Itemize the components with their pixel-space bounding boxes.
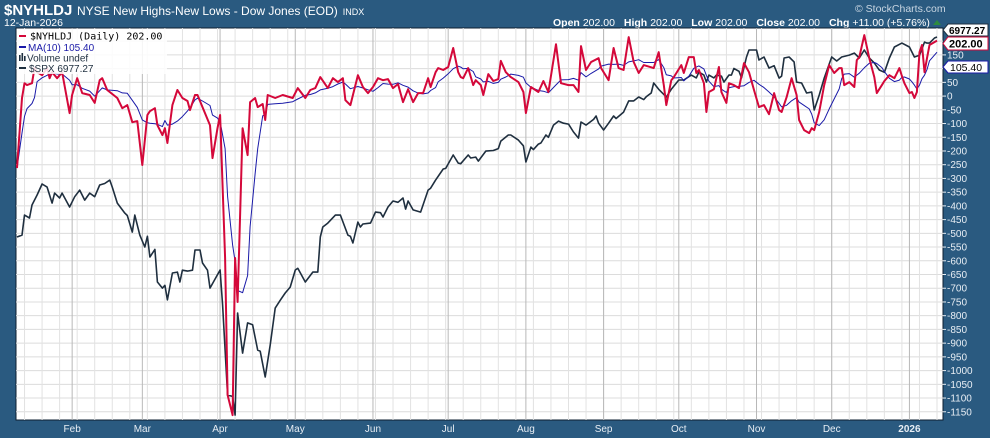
y-tick-label: -600 bbox=[947, 256, 967, 267]
y-tick-label: -1150 bbox=[947, 407, 972, 418]
close-label: Close bbox=[756, 17, 785, 29]
high-value: 202.00 bbox=[650, 17, 682, 29]
y-tick-label: -100 bbox=[947, 119, 967, 130]
x-tick-label: Oct bbox=[671, 424, 687, 435]
y-tick-label: -50 bbox=[947, 105, 962, 116]
x-tick-label: 2026 bbox=[898, 424, 921, 435]
tag-spx: 6977.27 bbox=[942, 23, 989, 37]
tag-spx-value: 6977.27 bbox=[949, 26, 986, 37]
exchange-label: INDX bbox=[343, 7, 365, 17]
x-tick-label: Sep bbox=[595, 424, 613, 435]
x-tick-label: Feb bbox=[64, 424, 82, 435]
chart-date: 12-Jan-2026 bbox=[4, 17, 63, 29]
legend-background bbox=[17, 29, 167, 74]
open-label: Open bbox=[553, 17, 580, 29]
y-tick-label: -1050 bbox=[947, 380, 973, 391]
y-axis: 150 50 0 -50 -100 -150 -200 -250 -300 -350 -400 -45… bbox=[943, 50, 973, 418]
y-tick-label: -650 bbox=[947, 270, 967, 281]
tag-main-value: 202.00 bbox=[949, 39, 983, 51]
y-tick-label: -900 bbox=[947, 339, 967, 350]
legend: $NYHLDJ (Daily) 202.00 MA(10) 105.40 Vol… bbox=[17, 29, 167, 75]
tag-ma-value: 105.40 bbox=[950, 62, 982, 74]
symbol-title: $NYHLDJ bbox=[4, 2, 72, 19]
y-tick-label: -700 bbox=[947, 284, 967, 295]
y-tick-label: -1000 bbox=[947, 366, 973, 377]
close-value: 202.00 bbox=[788, 17, 820, 29]
x-tick-label: Dec bbox=[823, 424, 841, 435]
y-tick-label: -150 bbox=[947, 133, 967, 144]
ohlc-readout: Open 202.00 High 202.00 Low 202.00 Close 202… bbox=[553, 17, 930, 29]
x-tick-label: May bbox=[286, 424, 305, 435]
high-label: High bbox=[624, 17, 647, 29]
symbol-name: NYSE New Highs-New Lows - Dow Jones (EOD… bbox=[77, 4, 338, 18]
legend-volume: Volume undef bbox=[27, 54, 88, 65]
series-line-ma10 bbox=[16, 51, 938, 294]
y-tick-label: -250 bbox=[947, 160, 967, 171]
y-tick-label: 0 bbox=[947, 92, 953, 103]
tag-ma-box bbox=[942, 60, 989, 74]
legend-main: $NYHLDJ (Daily) 202.00 bbox=[30, 32, 162, 43]
y-tick-label: 50 bbox=[947, 78, 959, 89]
y-tick-label: -350 bbox=[947, 188, 967, 199]
series-line-nyhldj bbox=[16, 34, 938, 417]
series-line-spx bbox=[16, 36, 938, 416]
x-tick-label: Aug bbox=[517, 424, 535, 435]
watermark: © StockCharts.com bbox=[855, 3, 946, 15]
y-tick-label: -450 bbox=[947, 215, 967, 226]
y-tick-label: -300 bbox=[947, 174, 967, 185]
tag-main-box bbox=[942, 36, 989, 51]
gridlines bbox=[16, 28, 943, 420]
up-arrow-icon bbox=[933, 20, 941, 25]
y-tick-label: -950 bbox=[947, 352, 967, 363]
x-tick-label: Jul bbox=[442, 424, 455, 435]
legend-spx: $SPX 6977.27 bbox=[29, 64, 94, 75]
chg-label: Chg bbox=[829, 17, 849, 29]
chg-value: +11.00 (+5.76%) bbox=[852, 17, 929, 29]
y-tick-label: -500 bbox=[947, 229, 967, 240]
y-tick-label: -550 bbox=[947, 243, 967, 254]
low-label: Low bbox=[691, 17, 713, 29]
series-layer bbox=[16, 34, 938, 417]
x-tick-label: Mar bbox=[134, 424, 152, 435]
x-axis: Feb Mar Apr May Jun Jul Aug Sep Oct Nov Dec 2026 bbox=[64, 424, 921, 435]
tag-main: 202.00 bbox=[942, 36, 989, 51]
y-tick-label: -400 bbox=[947, 201, 967, 212]
y-tick-label: -1100 bbox=[947, 394, 972, 405]
legend-ma: MA(10) 105.40 bbox=[28, 43, 95, 54]
x-tick-label: Nov bbox=[748, 424, 766, 435]
tag-ma: 105.40 bbox=[942, 60, 989, 74]
open-value: 202.00 bbox=[583, 17, 615, 29]
low-value: 202.00 bbox=[715, 17, 747, 29]
tag-spx-box bbox=[942, 23, 989, 37]
y-tick-label: -200 bbox=[947, 146, 967, 157]
x-tick-label: Jun bbox=[365, 424, 381, 435]
y-tick-label: 150 bbox=[947, 50, 964, 61]
volume-bars-icon bbox=[19, 53, 26, 61]
y-tick-label: -850 bbox=[947, 325, 967, 336]
x-tick-label: Apr bbox=[212, 424, 228, 435]
y-tick-label: -800 bbox=[947, 311, 967, 322]
y-tick-label: -750 bbox=[947, 297, 967, 308]
